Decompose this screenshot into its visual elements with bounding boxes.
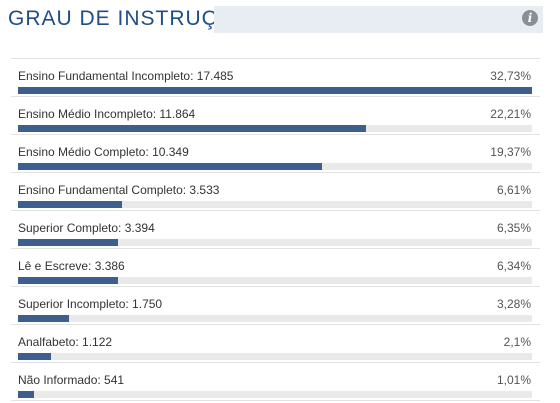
progress-track	[18, 353, 532, 360]
item-label: Ensino Fundamental Completo: 3.533	[18, 183, 220, 197]
progress-fill	[18, 125, 367, 132]
page-title: GRAU DE INSTRUÇÃO	[8, 7, 251, 30]
item-label: Lê e Escreve: 3.386	[18, 259, 125, 273]
item-percent: 2,1%	[503, 335, 531, 349]
section-header: GRAU DE INSTRUÇÃO i	[0, 0, 560, 40]
progress-track	[18, 87, 532, 94]
progress-fill	[18, 87, 532, 94]
item-percent: 6,61%	[496, 183, 531, 197]
progress-fill	[18, 163, 323, 170]
progress-track	[18, 277, 532, 284]
list-item: Lê e Escreve: 3.386 6,34%	[11, 249, 540, 287]
item-percent: 22,21%	[490, 107, 531, 121]
item-label: Superior Incompleto: 1.750	[18, 297, 163, 311]
list-item: Ensino Fundamental Incompleto: 17.485 32,…	[11, 59, 540, 97]
title-bar: i	[214, 6, 543, 33]
list-item: Superior Completo: 3.394 6,35%	[11, 211, 540, 249]
progress-fill	[18, 353, 51, 360]
item-label: Não Informado: 541	[18, 373, 125, 387]
progress-track	[18, 315, 532, 322]
progress-track	[18, 239, 532, 246]
item-label: Ensino Fundamental Incompleto: 17.485	[18, 69, 234, 83]
item-label: Ensino Médio Completo: 10.349	[18, 145, 189, 159]
item-percent: 6,34%	[496, 259, 531, 273]
list-item: Ensino Médio Incompleto: 11.864 22,21%	[11, 97, 540, 135]
progress-track	[18, 125, 532, 132]
item-label: Analfabeto: 1.122	[18, 335, 113, 349]
progress-track	[18, 391, 532, 398]
list-item: Ensino Médio Completo: 10.349 19,37%	[11, 135, 540, 173]
info-icon[interactable]: i	[522, 10, 538, 26]
list-item: Superior Incompleto: 1.750 3,28%	[11, 287, 540, 325]
item-percent: 1,01%	[496, 373, 531, 387]
item-percent: 3,28%	[496, 297, 531, 311]
list-item: Ensino Fundamental Completo: 3.533 6,61%	[11, 173, 540, 211]
item-label: Ensino Médio Incompleto: 11.864	[18, 107, 196, 121]
progress-fill	[18, 315, 70, 322]
item-label: Superior Completo: 3.394	[18, 221, 155, 235]
progress-fill	[18, 277, 118, 284]
list-item: Não Informado: 541 1,01%	[11, 363, 540, 401]
progress-fill	[18, 201, 122, 208]
item-percent: 32,73%	[490, 69, 531, 83]
item-percent: 19,37%	[490, 145, 531, 159]
progress-track	[18, 201, 532, 208]
progress-track	[18, 163, 532, 170]
item-percent: 6,35%	[496, 221, 531, 235]
progress-fill	[18, 239, 118, 246]
education-list: Ensino Fundamental Incompleto: 17.485 32,…	[11, 58, 540, 401]
progress-fill	[18, 391, 34, 398]
list-item: Analfabeto: 1.122 2,1%	[11, 325, 540, 363]
